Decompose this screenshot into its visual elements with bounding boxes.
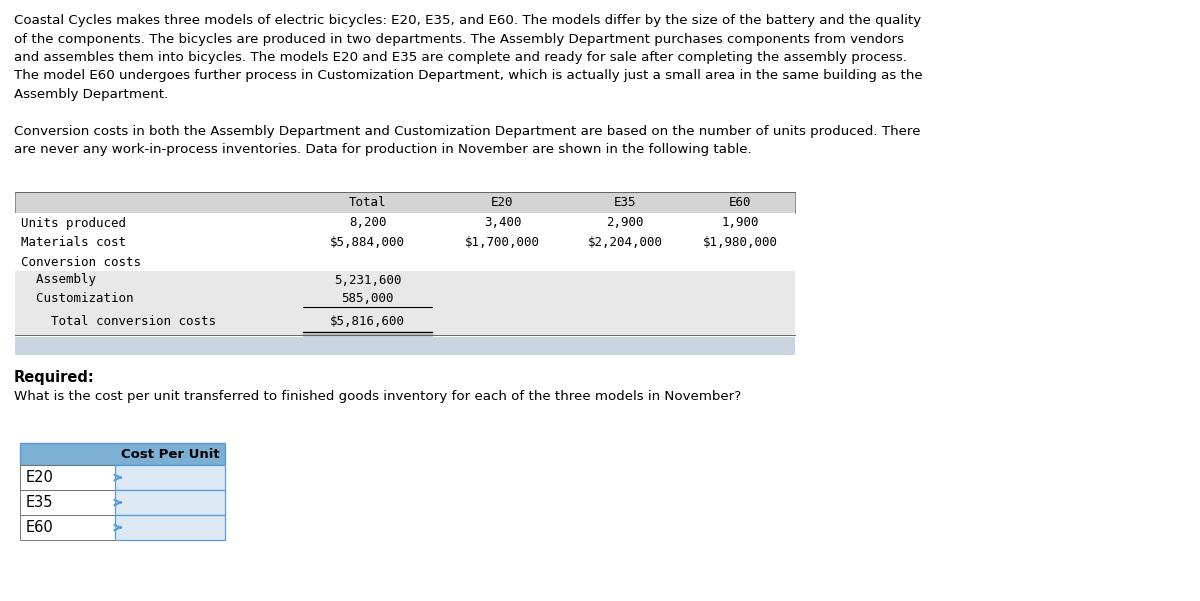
Text: Total: Total [349,196,386,209]
Bar [14,289,796,308]
Text: Assembly Department.: Assembly Department. [14,88,168,101]
Text: 5,231,600: 5,231,600 [334,273,401,287]
Text: 8,200: 8,200 [349,216,386,230]
Text: Coastal Cycles makes three models of electric bicycles: E20, E35, and E60. The m: Coastal Cycles makes three models of ele… [14,14,922,27]
Text: are never any work-in-process inventories. Data for production in November are s: are never any work-in-process inventorie… [14,143,751,156]
Text: Customization: Customization [22,292,133,305]
Bar [20,443,226,465]
Text: 1,900: 1,900 [721,216,758,230]
Text: E20: E20 [26,470,54,485]
Text: Assembly: Assembly [22,273,96,287]
Text: Conversion costs: Conversion costs [22,255,142,269]
Text: $5,884,000: $5,884,000 [330,237,406,249]
Text: E20: E20 [491,196,514,209]
Text: Cost Per Unit: Cost Per Unit [121,448,220,460]
Text: E35: E35 [26,495,54,510]
Text: What is the cost per unit transferred to finished goods inventory for each of th: What is the cost per unit transferred to… [14,390,742,403]
Bar [115,515,226,540]
Text: Required:: Required: [14,370,95,385]
Bar [20,490,115,515]
Text: The model E60 undergoes further process in Customization Department, which is ac: The model E60 undergoes further process … [14,70,923,82]
Text: $1,980,000: $1,980,000 [702,237,778,249]
Text: Conversion costs in both the Assembly Department and Customization Department ar: Conversion costs in both the Assembly De… [14,124,920,138]
Text: $2,204,000: $2,204,000 [588,237,662,249]
Text: $5,816,600: $5,816,600 [330,315,406,328]
Text: E60: E60 [26,520,54,535]
Bar [14,253,796,271]
Text: and assembles them into bicycles. The models E20 and E35 are complete and ready : and assembles them into bicycles. The mo… [14,51,907,64]
Text: of the components. The bicycles are produced in two departments. The Assembly De: of the components. The bicycles are prod… [14,32,904,46]
Text: E35: E35 [613,196,636,209]
Bar [115,490,226,515]
Text: Units produced: Units produced [22,216,126,230]
Text: 2,900: 2,900 [606,216,643,230]
Bar [20,515,115,540]
Bar [14,337,796,355]
Text: $1,700,000: $1,700,000 [466,237,540,249]
Text: Materials cost: Materials cost [22,237,126,249]
Text: Total conversion costs: Total conversion costs [22,315,216,328]
Bar [14,213,796,233]
Text: 585,000: 585,000 [341,292,394,305]
Bar [14,308,796,335]
Text: 3,400: 3,400 [484,216,521,230]
Bar [14,192,796,213]
Bar [14,271,796,289]
Bar [20,465,115,490]
Text: E60: E60 [728,196,751,209]
Bar [115,465,226,490]
Bar [14,233,796,253]
